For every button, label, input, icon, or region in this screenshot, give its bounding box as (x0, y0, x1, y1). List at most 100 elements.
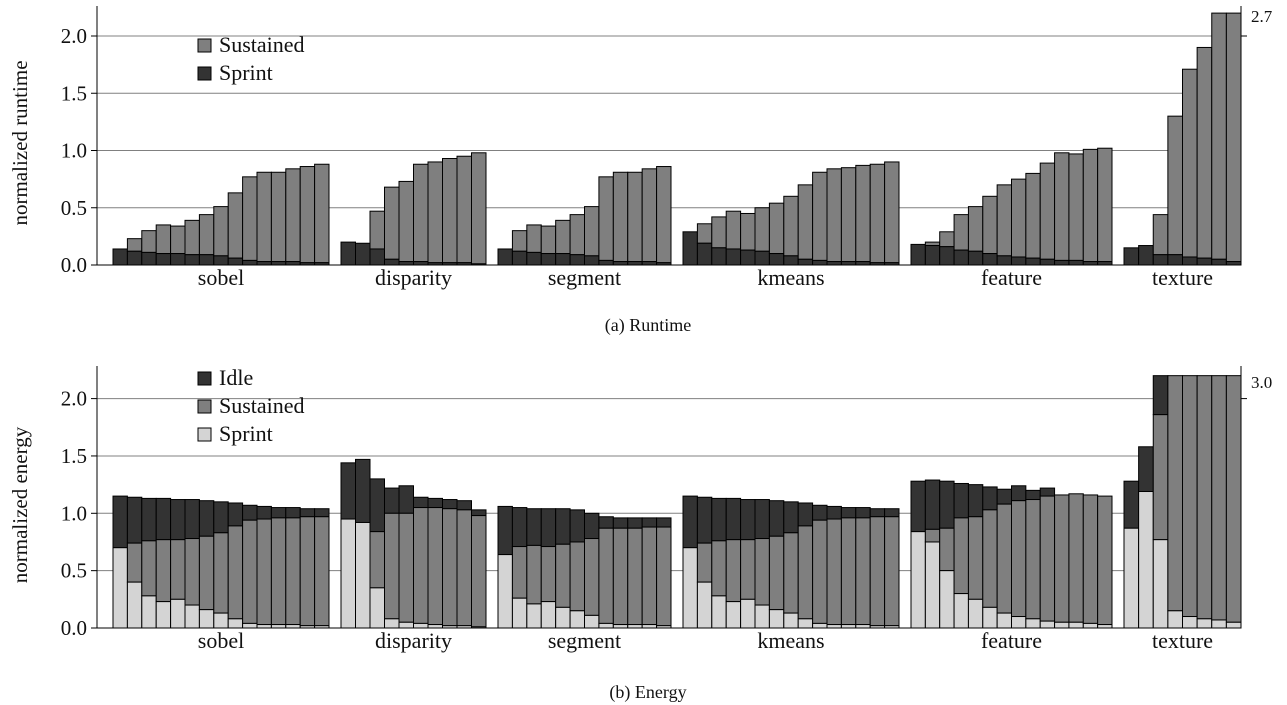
sustained-bar (768, 535, 785, 611)
sustained-bar (511, 230, 528, 252)
sprint-bar (711, 595, 727, 629)
sustained-bar (840, 517, 857, 626)
sprint-bar (256, 624, 272, 629)
sustained-bar (1097, 495, 1113, 626)
sprint-bar (1068, 259, 1084, 266)
sprint-bar (340, 518, 356, 629)
sustained-bar (939, 527, 955, 572)
sprint-bar (754, 250, 770, 266)
sprint-bar (996, 612, 1013, 629)
runtime-y-tick-label: 0.0 (61, 253, 87, 277)
sprint-bar (340, 241, 356, 266)
sustained-bar (1152, 414, 1169, 541)
sustained-bar (213, 532, 229, 614)
runtime-y-axis-label: normalized runtime (8, 60, 32, 225)
sprint-bar (126, 250, 143, 266)
idle-bar (641, 517, 658, 528)
sustained-bar (967, 516, 984, 600)
sustained-bar (826, 518, 842, 626)
idle-bar (612, 517, 629, 529)
sustained-bar (155, 539, 172, 603)
sustained-bar (427, 507, 443, 626)
idle-bar (797, 502, 814, 527)
sprint-bar (198, 609, 215, 629)
sustained-bar (612, 171, 629, 263)
sustained-bar (1011, 500, 1027, 618)
idle-bar (256, 505, 272, 520)
sprint-bar (285, 624, 301, 629)
sprint-bar (682, 231, 698, 266)
sprint-bar (1039, 620, 1056, 629)
sustained-bar (1054, 152, 1070, 261)
sustained-bar (427, 161, 443, 264)
runtime-legend: Sustained Sprint (197, 32, 305, 85)
sprint-bar (1123, 247, 1140, 266)
energy-y-axis-label: normalized energy (8, 426, 32, 583)
sprint-bar (627, 261, 643, 266)
sprint-bar (754, 604, 770, 629)
sustained-bar (967, 206, 984, 252)
sprint-bar (953, 249, 969, 266)
idle-bar (497, 505, 513, 556)
sprint-bar (184, 604, 200, 629)
sustained-bar (884, 161, 900, 264)
sprint-bar (1082, 622, 1099, 629)
sustained-bar (627, 527, 643, 626)
sprint-bar (155, 601, 172, 629)
sustained-bar (170, 539, 186, 600)
sprint-bar (939, 246, 955, 266)
sustained-bar (826, 168, 842, 263)
sprint-bar (141, 595, 157, 629)
idle-bar (939, 480, 955, 529)
sustained-bar (398, 512, 414, 623)
sustained-bar (456, 509, 472, 627)
energy-bars (112, 375, 1242, 629)
sustained-bar (1167, 115, 1183, 256)
idle-bar (740, 499, 756, 541)
energy-caption: (b) Energy (609, 682, 686, 703)
idle-bar (855, 507, 871, 519)
sustained-bar (627, 171, 643, 263)
sustained-bar (314, 516, 330, 627)
sustained-bar (996, 503, 1013, 614)
sustained-bar (797, 525, 814, 620)
sustained-bar (953, 214, 969, 251)
sprint-bar (1097, 261, 1113, 266)
sprint-bar (126, 581, 143, 629)
sprint-bar (213, 612, 229, 629)
energy-y-tick-label: 1.0 (61, 501, 87, 525)
runtime-y-tick-label: 1.5 (61, 81, 87, 105)
runtime-y-tick-label: 1.0 (61, 139, 87, 163)
idle-bar (826, 505, 842, 520)
sustained-bar (1167, 375, 1183, 612)
sprint-bar (740, 249, 756, 266)
sustained-bar (1025, 172, 1041, 259)
idle-bar (471, 509, 487, 517)
sprint-bar (1211, 258, 1227, 266)
idle-bar (953, 482, 969, 519)
sprint-bar (170, 253, 186, 266)
sprint-bar (569, 610, 585, 629)
sustained-bar (384, 186, 400, 260)
sustained-bar (555, 219, 571, 255)
sustained-bar (198, 535, 215, 611)
idle-bar (982, 486, 998, 511)
sustained-bar (126, 542, 143, 583)
idle-bar (1011, 485, 1027, 502)
sprint-bar (584, 255, 600, 266)
sprint-bar (768, 253, 785, 266)
idle-bar (569, 509, 585, 543)
sprint-bar (1025, 618, 1041, 629)
sprint-bar (1182, 256, 1198, 266)
sustained-bar (1039, 495, 1056, 622)
sprint-bar (996, 255, 1013, 266)
idle-bar (1025, 489, 1041, 501)
idle-bar (725, 497, 742, 541)
sprint-bar (696, 242, 713, 266)
sustained-bar (285, 517, 301, 626)
sustained-bar (725, 539, 742, 603)
sprint-bar (540, 253, 557, 266)
sustained-bar (812, 171, 828, 261)
idle-bar (170, 499, 186, 541)
